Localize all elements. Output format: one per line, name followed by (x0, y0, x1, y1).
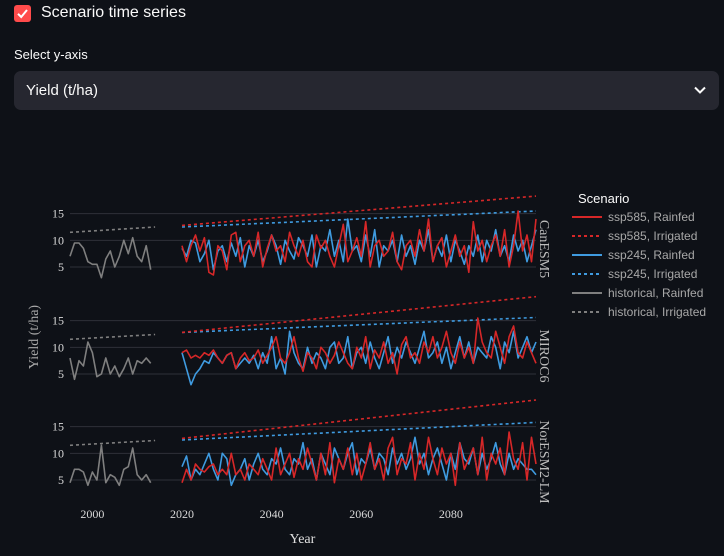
y-tick-label: 10 (52, 233, 64, 247)
y-tick-label: 15 (52, 314, 64, 328)
legend: Scenario ssp585, Rainfed ssp585, Irrigated… (572, 191, 706, 319)
chevron-down-icon[interactable] (693, 82, 707, 100)
ssp585-irrigated-line (181, 295, 537, 334)
y-tick-label: 5 (58, 367, 64, 381)
ssp245-rainfed-line (181, 218, 537, 271)
x-tick-label: 2040 (260, 507, 284, 521)
select-label: Select y-axis (14, 47, 88, 62)
x-tick-label: 2020 (170, 507, 194, 521)
historical-irrigated-line (69, 439, 156, 447)
ssp585-irrigated-line (181, 195, 537, 227)
checkbox-label: Scenario time series (41, 4, 186, 21)
historical-irrigated-line (69, 333, 156, 341)
y-tick-label: 5 (58, 473, 64, 487)
facet-label: NorESM2-LM (536, 420, 551, 504)
ssp585-rainfed-line (181, 431, 537, 487)
x-tick-label: 2080 (439, 507, 463, 521)
y-axis-select[interactable]: Yield (t/ha) (14, 71, 719, 110)
y-tick-label: 10 (52, 446, 64, 460)
legend-item: ssp585, Rainfed (608, 210, 695, 224)
x-tick-label: 2000 (80, 507, 104, 521)
ssp585-rainfed-line (181, 317, 537, 375)
historical-rainfed-line (69, 341, 152, 381)
ssp245-irrigated-line (181, 210, 537, 228)
facet-label: MIROC6 (536, 330, 551, 383)
y-tick-label: 15 (52, 207, 64, 221)
y-axis-label: Yield (t/ha) (27, 305, 42, 369)
historical-rainfed-line (69, 236, 152, 279)
x-tick-label: 2060 (349, 507, 373, 521)
checkbox-checked-icon[interactable] (14, 4, 31, 22)
y-tick-label: 15 (52, 420, 64, 434)
legend-item: ssp245, Irrigated (608, 267, 697, 281)
facet-label: CanESM5 (536, 220, 551, 278)
ssp585-irrigated-line (181, 399, 537, 440)
legend-item: ssp585, Irrigated (608, 229, 697, 243)
ssp585-rainfed-line (181, 210, 537, 276)
ssp245-rainfed-line (181, 436, 537, 487)
y-tick-label: 10 (52, 340, 64, 354)
legend-title: Scenario (578, 191, 629, 206)
scenario-timeseries-checkbox[interactable]: Scenario time series (14, 4, 186, 22)
historical-rainfed-line (69, 444, 152, 487)
ssp245-irrigated-line (181, 316, 537, 334)
ssp245-rainfed-line (181, 330, 537, 386)
x-axis-label: Year (289, 532, 315, 547)
y-tick-label: 5 (58, 260, 64, 274)
legend-item: ssp245, Rainfed (608, 248, 695, 262)
legend-item: historical, Irrigated (608, 305, 706, 319)
historical-irrigated-line (69, 226, 156, 234)
ssp245-irrigated-line (181, 421, 537, 441)
select-value: Yield (t/ha) (26, 82, 98, 99)
legend-item: historical, Rainfed (608, 286, 703, 300)
